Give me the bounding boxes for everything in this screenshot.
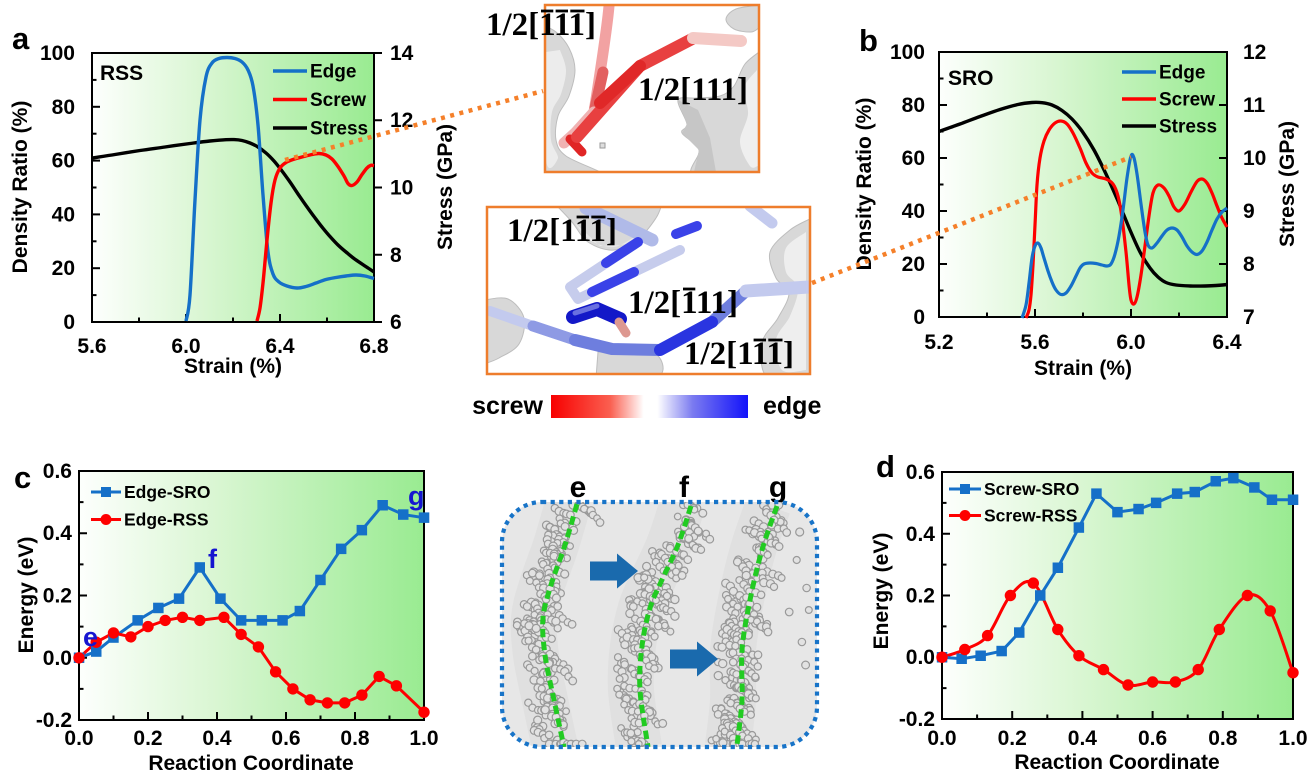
svg-text:1/2[111]: 1/2[111] bbox=[628, 285, 738, 321]
svg-text:7: 7 bbox=[1243, 306, 1255, 329]
svg-text:f: f bbox=[208, 544, 218, 574]
svg-text:10: 10 bbox=[1243, 147, 1266, 170]
svg-text:0.8: 0.8 bbox=[340, 727, 370, 750]
svg-text:Density Ratio (%): Density Ratio (%) bbox=[9, 101, 32, 274]
svg-text:14: 14 bbox=[390, 42, 414, 65]
svg-text:f: f bbox=[679, 471, 690, 504]
svg-text:Strain (%): Strain (%) bbox=[1034, 357, 1132, 380]
svg-text:Reaction Coordinate: Reaction Coordinate bbox=[1014, 751, 1219, 774]
svg-text:60: 60 bbox=[52, 150, 75, 173]
svg-text:Edge: Edge bbox=[310, 62, 356, 83]
svg-text:8: 8 bbox=[390, 244, 402, 267]
svg-text:Reaction Coordinate: Reaction Coordinate bbox=[148, 752, 353, 775]
svg-text:screw: screw bbox=[472, 392, 543, 420]
svg-text:Stress (GPa): Stress (GPa) bbox=[1276, 121, 1299, 247]
svg-text:0.6: 0.6 bbox=[906, 461, 935, 484]
svg-text:Edge: Edge bbox=[1159, 63, 1205, 84]
svg-text:0: 0 bbox=[913, 306, 925, 329]
svg-text:0.0: 0.0 bbox=[906, 646, 935, 669]
svg-text:0.8: 0.8 bbox=[1208, 727, 1238, 750]
svg-text:0.6: 0.6 bbox=[43, 460, 72, 483]
svg-text:g: g bbox=[769, 471, 787, 504]
svg-text:6.0: 6.0 bbox=[171, 335, 200, 358]
svg-text:0.6: 0.6 bbox=[1138, 727, 1167, 750]
svg-text:20: 20 bbox=[52, 257, 75, 280]
svg-text:9: 9 bbox=[1243, 200, 1255, 223]
svg-text:1.0: 1.0 bbox=[1278, 727, 1307, 750]
svg-text:6.0: 6.0 bbox=[1116, 331, 1145, 354]
svg-text:Edge-RSS: Edge-RSS bbox=[124, 510, 209, 530]
svg-text:Stress: Stress bbox=[310, 119, 368, 140]
svg-text:e: e bbox=[570, 471, 587, 504]
svg-text:Screw-RSS: Screw-RSS bbox=[984, 506, 1077, 526]
svg-text:40: 40 bbox=[902, 200, 925, 223]
svg-text:g: g bbox=[408, 481, 425, 511]
svg-text:-0.2: -0.2 bbox=[899, 708, 935, 731]
svg-text:5.2: 5.2 bbox=[924, 331, 953, 354]
svg-text:a: a bbox=[12, 21, 30, 56]
svg-text:Screw: Screw bbox=[1159, 90, 1215, 111]
svg-text:Strain (%): Strain (%) bbox=[184, 355, 282, 378]
svg-text:-0.2: -0.2 bbox=[36, 709, 72, 732]
svg-text:6: 6 bbox=[390, 311, 402, 334]
svg-text:d: d bbox=[876, 449, 895, 484]
svg-text:6.4: 6.4 bbox=[1212, 331, 1242, 354]
svg-text:80: 80 bbox=[52, 96, 75, 119]
svg-text:1/2[111]: 1/2[111] bbox=[638, 72, 748, 108]
svg-text:0.4: 0.4 bbox=[202, 727, 232, 750]
svg-text:1/2[111]: 1/2[111] bbox=[486, 7, 596, 43]
svg-text:Screw-SRO: Screw-SRO bbox=[984, 479, 1079, 499]
svg-text:20: 20 bbox=[902, 253, 925, 276]
svg-text:Edge-SRO: Edge-SRO bbox=[124, 482, 211, 502]
svg-text:c: c bbox=[14, 460, 31, 495]
svg-text:1/2[111]: 1/2[111] bbox=[684, 336, 794, 372]
svg-text:40: 40 bbox=[52, 203, 75, 226]
svg-text:6.4: 6.4 bbox=[265, 335, 295, 358]
svg-text:0.2: 0.2 bbox=[906, 585, 935, 608]
svg-text:1.0: 1.0 bbox=[409, 727, 438, 750]
svg-text:100: 100 bbox=[890, 41, 925, 64]
svg-text:0: 0 bbox=[63, 311, 75, 334]
svg-text:80: 80 bbox=[902, 94, 925, 117]
svg-text:Density Ratio (%): Density Ratio (%) bbox=[853, 98, 876, 271]
svg-text:Energy (eV): Energy (eV) bbox=[15, 537, 38, 654]
svg-text:12: 12 bbox=[390, 109, 413, 132]
svg-text:5.6: 5.6 bbox=[1020, 331, 1049, 354]
svg-text:8: 8 bbox=[1243, 253, 1255, 276]
svg-text:11: 11 bbox=[1243, 94, 1266, 117]
svg-text:5.6: 5.6 bbox=[77, 335, 106, 358]
svg-text:0.4: 0.4 bbox=[906, 523, 936, 546]
svg-text:e: e bbox=[83, 622, 98, 652]
svg-text:0.0: 0.0 bbox=[64, 727, 93, 750]
svg-text:0.6: 0.6 bbox=[271, 727, 300, 750]
svg-text:Screw: Screw bbox=[310, 90, 366, 111]
svg-text:b: b bbox=[859, 23, 878, 58]
svg-text:0.4: 0.4 bbox=[43, 522, 73, 545]
svg-text:12: 12 bbox=[1243, 41, 1266, 64]
svg-text:1/2[111]: 1/2[111] bbox=[507, 213, 617, 249]
svg-text:0.2: 0.2 bbox=[133, 727, 162, 750]
svg-text:edge: edge bbox=[763, 392, 821, 420]
svg-text:10: 10 bbox=[390, 177, 413, 200]
svg-text:6.8: 6.8 bbox=[359, 335, 389, 358]
svg-text:Stress (GPa): Stress (GPa) bbox=[434, 124, 457, 250]
svg-text:Energy (eV): Energy (eV) bbox=[870, 533, 893, 650]
svg-text:Stress: Stress bbox=[1159, 117, 1217, 138]
svg-text:100: 100 bbox=[40, 42, 75, 65]
svg-text:0.0: 0.0 bbox=[927, 727, 956, 750]
svg-text:SRO: SRO bbox=[948, 67, 994, 90]
svg-text:0.4: 0.4 bbox=[1068, 727, 1098, 750]
svg-text:RSS: RSS bbox=[100, 62, 143, 85]
svg-text:0.2: 0.2 bbox=[998, 727, 1027, 750]
svg-text:0.0: 0.0 bbox=[43, 647, 72, 670]
svg-text:0.2: 0.2 bbox=[43, 585, 72, 608]
svg-text:60: 60 bbox=[902, 147, 925, 170]
